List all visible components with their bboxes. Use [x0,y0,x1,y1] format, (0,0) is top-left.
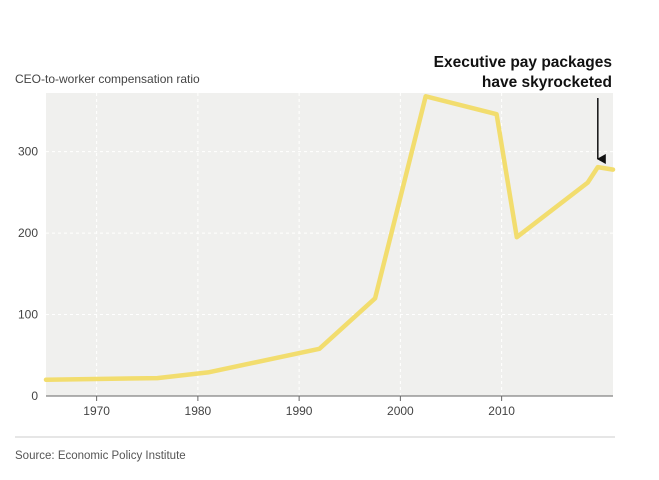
source-note: Source: Economic Policy Institute [15,450,186,462]
annotation-line-2: have skyrocketed [482,74,612,91]
y-tick-labels: 0 100 200 300 [18,145,38,403]
x-tick-label: 2000 [387,404,414,418]
plot-background [46,93,613,396]
ratio-series-line [43,94,616,382]
annotation: Executive pay packages have skyrocketed [434,54,612,164]
y-tick-label: 300 [18,145,38,159]
x-tick-label: 1990 [286,404,313,418]
x-tick-labels: 1970 1980 1990 2000 2010 [83,396,515,418]
x-tick-label: 2010 [488,404,515,418]
series-layer [43,94,616,382]
x-tick-label: 1980 [185,404,212,418]
annotation-line-1: Executive pay packages [434,54,612,71]
y-tick-label: 200 [18,226,38,240]
y-tick-label: 0 [31,389,38,403]
x-tick-label: 1970 [83,404,110,418]
y-tick-label: 100 [18,308,38,322]
y-axis-label: CEO-to-worker compensation ratio [15,72,200,86]
